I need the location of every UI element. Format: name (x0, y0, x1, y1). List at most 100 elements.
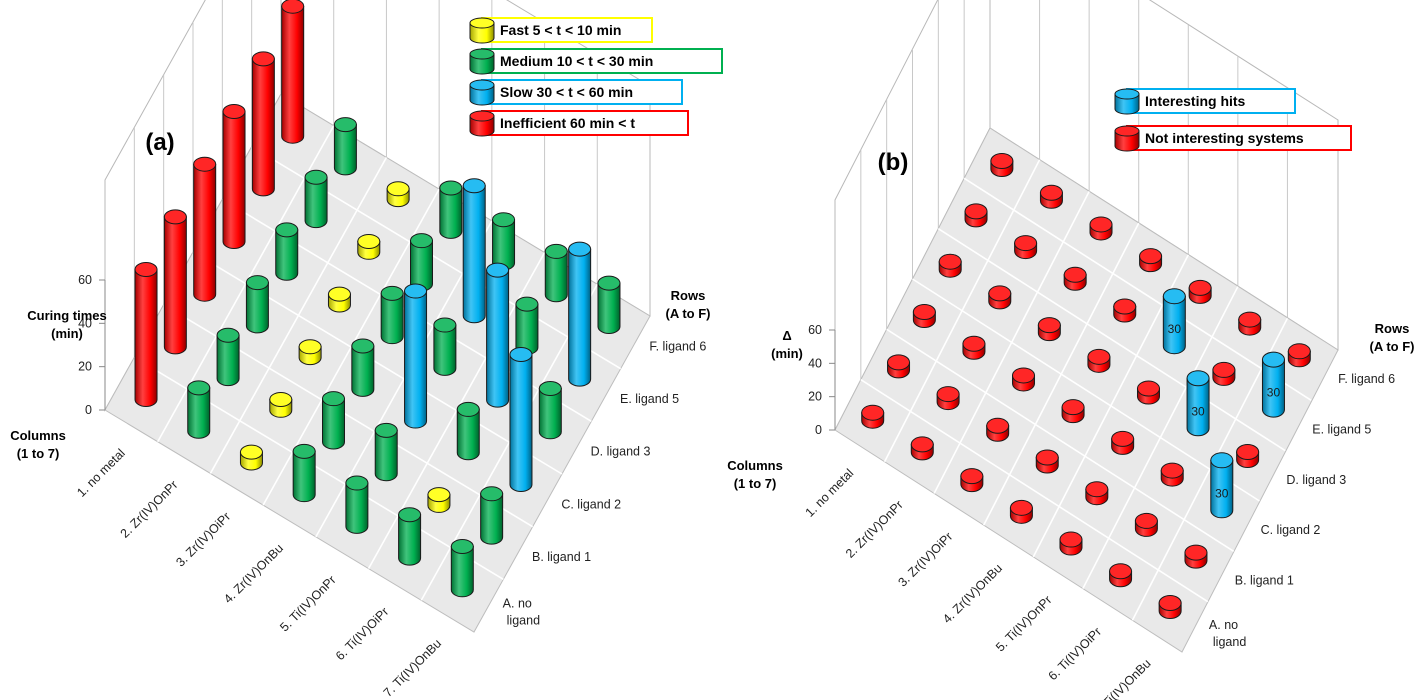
legend-label: Slow 30 < t < 60 min (500, 84, 633, 100)
legend-swatch (469, 115, 495, 137)
bar-not (1061, 399, 1085, 424)
bar-medium (433, 317, 457, 376)
y-tick-label: F. ligand 6 (649, 339, 706, 353)
bar-body (374, 429, 398, 482)
y-tick-label: D. ligand 3 (591, 445, 651, 459)
bar-medium (322, 391, 345, 450)
data-label: 30 (1215, 486, 1229, 500)
bar-medium (245, 275, 269, 334)
bar-top (1212, 361, 1236, 378)
bar-top (269, 391, 293, 407)
bar-not (1160, 462, 1184, 487)
bar-top (936, 386, 960, 403)
legend-box (1126, 88, 1296, 114)
bar-slow (509, 346, 533, 492)
bar-not (1113, 298, 1137, 323)
bar-top (1037, 317, 1061, 334)
bar-not (1188, 279, 1212, 304)
bar-inefficient (222, 104, 246, 249)
z-tick-label: 60 (808, 323, 822, 337)
data-marks: 30 30 30 30 (861, 153, 1311, 619)
bar-top (1111, 430, 1135, 447)
bar-top (1087, 348, 1111, 365)
bar-not (1087, 348, 1111, 373)
bar-not (990, 153, 1014, 177)
bar-top (509, 346, 533, 362)
y-axis-title: Rows (A to F) (666, 288, 711, 321)
legend-swatch (469, 84, 495, 106)
bar-not (1012, 367, 1036, 392)
legend-swatch-top (469, 17, 495, 29)
panel-label: (a) (145, 129, 174, 156)
bar-not (910, 436, 934, 461)
panel-label: (b) (878, 149, 909, 176)
y-tick-label: D. ligand 3 (1286, 473, 1346, 487)
bar-not (1212, 361, 1236, 386)
bar-top (251, 51, 275, 67)
bar-slow (486, 262, 510, 408)
bar-body (1210, 459, 1234, 519)
z-axis: 0 20 40 60 (808, 323, 836, 437)
bar-body (1186, 377, 1210, 437)
bar-top (410, 233, 433, 249)
bar-inefficient (281, 0, 305, 144)
y-tick-label: E. ligand 5 (1312, 423, 1371, 437)
floor-gridline (912, 278, 1260, 502)
bar-body (333, 124, 357, 176)
bar-top (861, 404, 885, 421)
z-tick-label: 0 (85, 403, 92, 417)
bar-not (1158, 594, 1182, 619)
bar-top (538, 380, 562, 396)
y-tick-label: E. ligand 5 (620, 392, 679, 406)
floor-gridline (937, 227, 1286, 452)
bar-not (962, 335, 986, 360)
bar-top (1287, 343, 1311, 360)
bar-medium (538, 380, 562, 440)
legend-item: Not interesting systems (1114, 125, 1352, 152)
bar-top (960, 468, 984, 485)
bar-top (912, 304, 936, 321)
bar-not (1035, 449, 1059, 474)
bar-top (1162, 288, 1186, 305)
bar-top (386, 181, 410, 197)
bar-body (544, 250, 568, 303)
legend-swatch-top (469, 48, 495, 60)
bar-top (1063, 266, 1087, 283)
bar-body (187, 387, 211, 439)
legend-swatch-top (1114, 125, 1140, 137)
legend-label: Medium 10 < t < 30 min (500, 53, 653, 69)
x-tick-label: 1. no metal (74, 446, 128, 500)
bar-fast (269, 391, 293, 418)
bar-fast (327, 286, 351, 313)
z-tick-label: 40 (78, 316, 92, 330)
z-tick-label: 0 (815, 423, 822, 437)
bar-top (986, 417, 1010, 434)
bar-medium (345, 475, 369, 534)
bar-medium (410, 233, 433, 292)
bar-top (480, 486, 504, 502)
bar-body (216, 334, 240, 387)
x-tick-label: 6. Ti(IV)OiPr (333, 605, 392, 664)
x-tick-label: 4. Zr(IV)OnBu (221, 541, 286, 606)
bar-top (1039, 184, 1063, 201)
bar-top (1158, 594, 1182, 611)
bar-slow (462, 178, 486, 324)
bar-top (357, 233, 381, 249)
bar-body (193, 163, 217, 302)
legend-label: Not interesting systems (1145, 130, 1304, 146)
z-tick-label: 20 (78, 360, 92, 374)
z-axis-title: Curing times (min) (27, 308, 106, 341)
bar-top (544, 243, 568, 259)
legend-box (481, 110, 689, 136)
bar-body (163, 216, 187, 355)
bar-medium (456, 401, 480, 461)
bar-not (1136, 380, 1160, 405)
bar-not (988, 285, 1012, 310)
bar-body (222, 111, 246, 249)
bar-not (1014, 235, 1038, 260)
bar-body (515, 303, 539, 355)
y-tick-label: A. no ligand (503, 597, 540, 628)
x-tick-label: 1. no metal (803, 466, 857, 520)
y-tick-label: C. ligand 2 (561, 497, 621, 511)
bar-medium (275, 222, 299, 281)
